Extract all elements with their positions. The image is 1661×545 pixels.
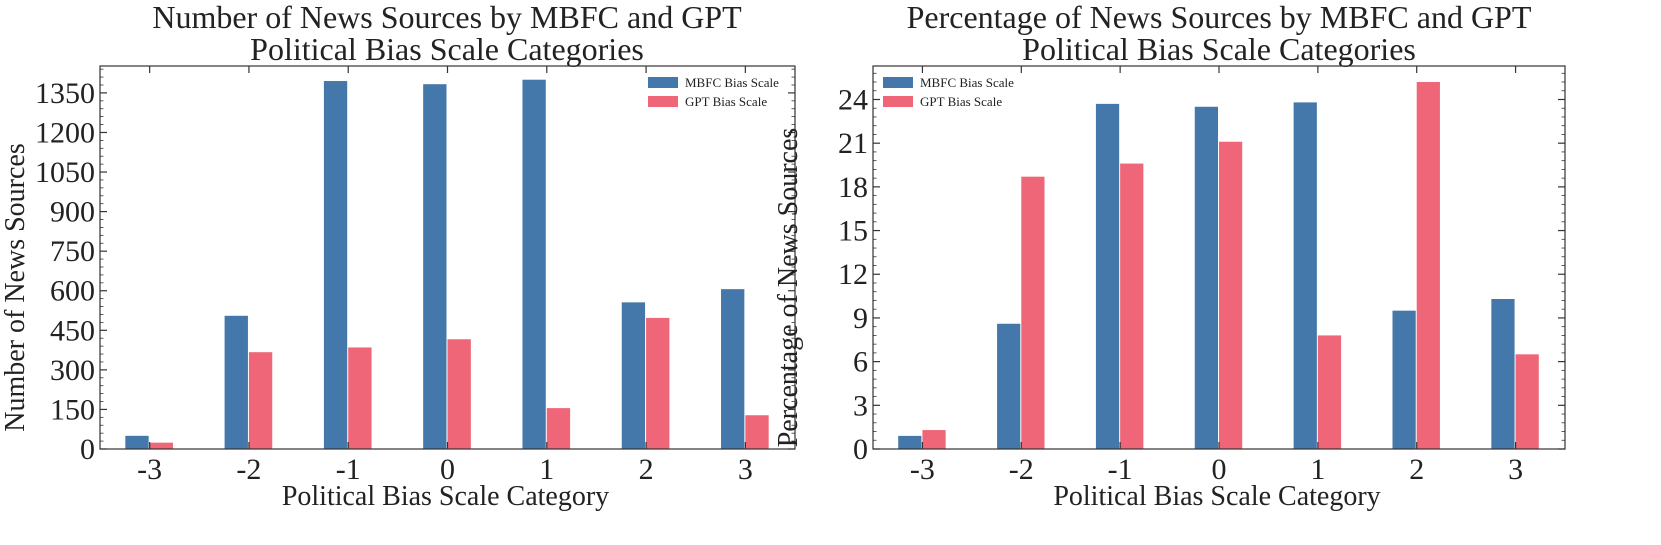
y-tick-label: 1050 <box>35 156 95 189</box>
legend-swatch <box>883 77 913 88</box>
x-axis-label: Political Bias Scale Category <box>282 481 609 512</box>
bar-gpt-1 <box>547 408 570 449</box>
bar-mbfc--2 <box>997 324 1020 449</box>
y-tick-label: 0 <box>853 433 868 466</box>
bar-mbfc-3 <box>1491 299 1514 449</box>
x-tick-label: 3 <box>738 453 753 486</box>
bar-mbfc-2 <box>1392 311 1415 449</box>
y-tick-label: 1200 <box>35 116 95 149</box>
legend-swatch <box>648 77 678 88</box>
y-tick-label: 6 <box>853 346 868 379</box>
y-tick-label: 9 <box>853 302 868 335</box>
bar-gpt-2 <box>646 318 669 449</box>
x-tick-label: 3 <box>1508 453 1523 486</box>
x-tick-label: -2 <box>236 453 261 486</box>
y-tick-label: 150 <box>50 393 95 426</box>
y-axis-label: Percentage of News Sources <box>773 128 804 448</box>
legend: MBFC Bias Scale GPT Bias Scale <box>883 75 1014 109</box>
legend-swatch <box>883 96 913 107</box>
bar-gpt--2 <box>249 352 272 449</box>
bar-gpt-3 <box>745 415 768 449</box>
x-tick-label: -2 <box>1009 453 1034 486</box>
chart-1: Number of News Sources by MBFC and GPTPo… <box>0 0 795 512</box>
bar-mbfc-1 <box>522 80 545 449</box>
chart-title-line: Number of News Sources by MBFC and GPT <box>152 0 742 35</box>
legend-swatch <box>648 96 678 107</box>
x-axis-label: Political Bias Scale Category <box>1053 481 1380 512</box>
bar-mbfc-0 <box>1195 107 1218 449</box>
bar-gpt--3 <box>150 443 173 449</box>
y-tick-label: 12 <box>838 258 868 291</box>
bar-gpt-2 <box>1417 82 1440 449</box>
y-tick-label: 300 <box>50 354 95 387</box>
bar-mbfc-2 <box>622 302 645 449</box>
chart-title-line: Percentage of News Sources by MBFC and G… <box>907 0 1532 35</box>
x-tick-label: 2 <box>639 453 654 486</box>
y-tick-label: 15 <box>838 215 868 248</box>
y-tick-label: 1350 <box>35 77 95 110</box>
legend-label: MBFC Bias Scale <box>685 75 779 90</box>
bar-gpt-1 <box>1318 335 1341 449</box>
y-axis-label: Number of News Sources <box>0 143 31 432</box>
y-tick-label: 24 <box>838 83 868 116</box>
bar-mbfc--1 <box>1096 104 1119 449</box>
chart-title-line: Political Bias Scale Categories <box>250 31 644 67</box>
bar-gpt-0 <box>448 339 471 449</box>
bar-mbfc-0 <box>423 84 446 449</box>
bar-mbfc--3 <box>125 436 148 449</box>
bar-mbfc--1 <box>324 81 347 449</box>
x-tick-label: -3 <box>137 453 162 486</box>
bar-gpt--1 <box>348 347 371 449</box>
legend-label: GPT Bias Scale <box>920 94 1002 109</box>
y-tick-label: 0 <box>80 433 95 466</box>
legend: MBFC Bias Scale GPT Bias Scale <box>648 75 779 109</box>
y-tick-label: 600 <box>50 275 95 308</box>
legend-label: MBFC Bias Scale <box>920 75 1014 90</box>
bar-gpt--1 <box>1120 164 1143 449</box>
y-tick-label: 750 <box>50 235 95 268</box>
bar-mbfc--3 <box>898 436 921 449</box>
bar-gpt--3 <box>922 430 945 449</box>
bar-gpt-3 <box>1516 354 1539 449</box>
y-tick-label: 21 <box>838 127 868 160</box>
chart-title-line: Political Bias Scale Categories <box>1022 31 1416 67</box>
bar-mbfc--2 <box>225 316 248 449</box>
y-tick-label: 450 <box>50 314 95 347</box>
chart-2: Percentage of News Sources by MBFC and G… <box>773 0 1565 512</box>
y-tick-label: 900 <box>50 196 95 229</box>
legend-label: GPT Bias Scale <box>685 94 767 109</box>
bar-gpt-0 <box>1219 142 1242 449</box>
x-tick-label: -3 <box>910 453 935 486</box>
x-tick-label: 2 <box>1409 453 1424 486</box>
y-tick-label: 3 <box>853 389 868 422</box>
bar-mbfc-1 <box>1294 102 1317 449</box>
bar-mbfc-3 <box>721 289 744 449</box>
y-tick-label: 18 <box>838 171 868 204</box>
bar-gpt--2 <box>1021 177 1044 449</box>
